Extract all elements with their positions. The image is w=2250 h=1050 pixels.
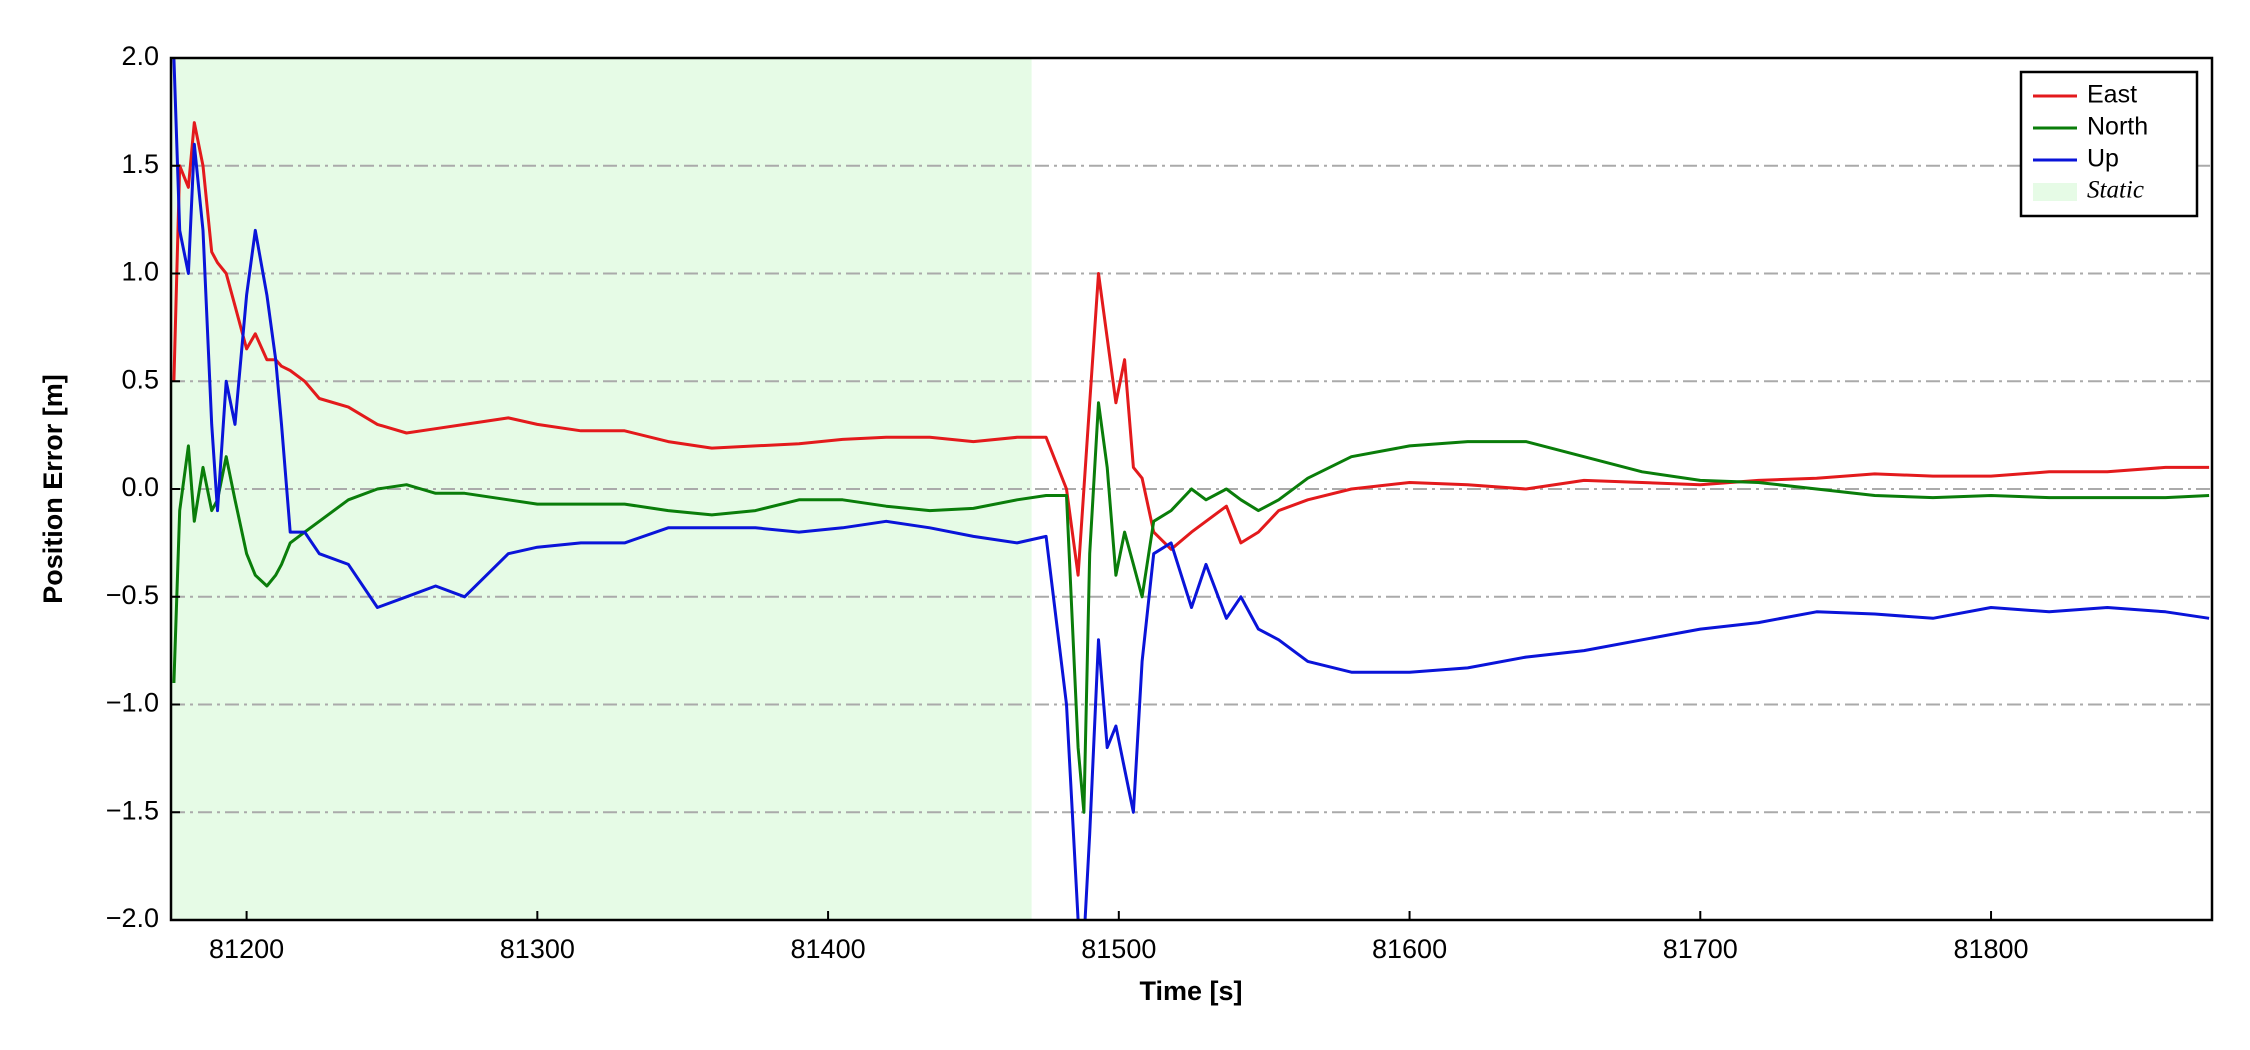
- x-tick-label: 81200: [209, 934, 284, 964]
- legend-label: North: [2087, 113, 2148, 141]
- y-tick-label: 1.0: [121, 257, 159, 287]
- legend-label: Up: [2087, 145, 2119, 173]
- y-axis-label: Position Error [m]: [38, 374, 68, 604]
- x-tick-label: 81500: [1081, 934, 1156, 964]
- y-tick-label: −0.5: [106, 580, 159, 610]
- y-tick-label: −2.0: [106, 903, 159, 933]
- plot-lines: [172, 58, 2210, 920]
- x-tick-label: 81600: [1372, 934, 1447, 964]
- y-tick-label: −1.0: [106, 688, 159, 718]
- legend: East North Up Static: [2019, 70, 2199, 218]
- x-tick-label: 81700: [1663, 934, 1738, 964]
- y-tick-label: −1.5: [106, 795, 159, 825]
- x-tick-label: 81400: [791, 934, 866, 964]
- series-line: [172, 58, 2210, 920]
- legend-label: Static: [2087, 177, 2144, 204]
- legend-swatch: [2033, 183, 2077, 201]
- x-tick-label: 81300: [500, 934, 575, 964]
- y-tick-label: 1.5: [121, 149, 159, 179]
- x-tick-label: 81800: [1953, 934, 2028, 964]
- y-tick-label: 2.0: [121, 41, 159, 71]
- series-line: [172, 401, 2210, 814]
- x-axis-label: Time [s]: [1139, 976, 1242, 1006]
- series-line: [172, 121, 2210, 577]
- legend-label: East: [2087, 81, 2137, 109]
- y-tick-label: 0.0: [121, 472, 159, 502]
- plot-background: [171, 57, 2212, 921]
- y-tick-label: 0.5: [121, 364, 159, 394]
